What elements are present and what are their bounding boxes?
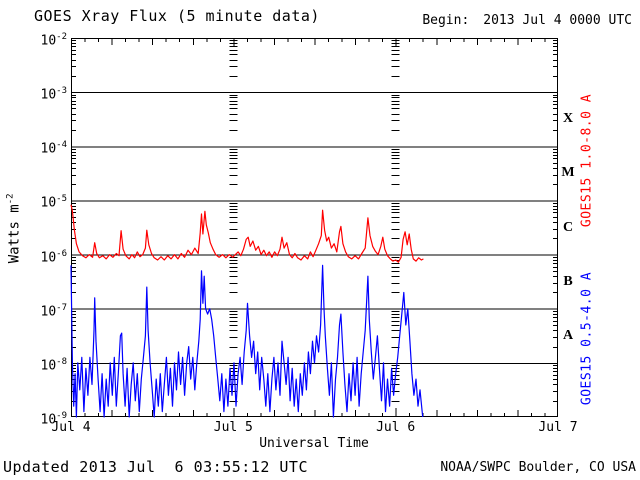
series-long-channel: [70, 204, 424, 263]
page-title: GOES Xray Flux (5 minute data): [34, 7, 320, 25]
y-tick-label-1e-5: 10-5: [40, 194, 68, 211]
y-tick-label-1e-8: 10-8: [40, 356, 68, 374]
y-tick-label-1e-3: 10-3: [40, 86, 68, 103]
begin-timestamp: Begin: 2013 Jul 4 0000 UTC: [422, 13, 632, 28]
begin-label: Begin:: [422, 13, 470, 28]
y-tick-label-1e-7: 10-7: [40, 302, 68, 320]
flare-class-m: M: [561, 165, 575, 181]
flare-class-a: A: [562, 327, 574, 343]
x-axis-title: Universal Time: [259, 436, 369, 451]
legend-short-channel: GOES15 0.5-4.0 A: [579, 271, 595, 406]
y-axis-title-base: Watts m: [6, 204, 23, 264]
y-axis-title-exponent: -2: [5, 193, 16, 205]
flare-class-b: B: [563, 273, 573, 289]
x-tick-label-jul-5: Jul 5: [213, 420, 253, 435]
y-tick-label-1e-2: 10-2: [40, 32, 68, 49]
y-tick-label-1e-9: 10-9: [40, 411, 68, 428]
flare-class-c: C: [562, 219, 574, 235]
source-credit: NOAA/SWPC Boulder, CO USA: [440, 460, 636, 475]
y-tick-label-1e-6: 10-6: [40, 248, 68, 265]
begin-value: 2013 Jul 4 0000 UTC: [483, 13, 632, 28]
series-short-channel: [70, 264, 424, 418]
x-tick-label-jul-4: Jul 4: [51, 420, 91, 435]
y-axis-title: Watts m-2: [6, 178, 23, 278]
flare-class-x: X: [562, 111, 574, 127]
x-tick-label-jul-6: Jul 6: [376, 420, 416, 435]
y-tick-label-1e-4: 10-4: [40, 140, 68, 157]
x-tick-label-jul-7: Jul 7: [538, 420, 578, 435]
updated-timestamp: Updated 2013 Jul 6 03:55:12 UTC: [3, 458, 308, 476]
